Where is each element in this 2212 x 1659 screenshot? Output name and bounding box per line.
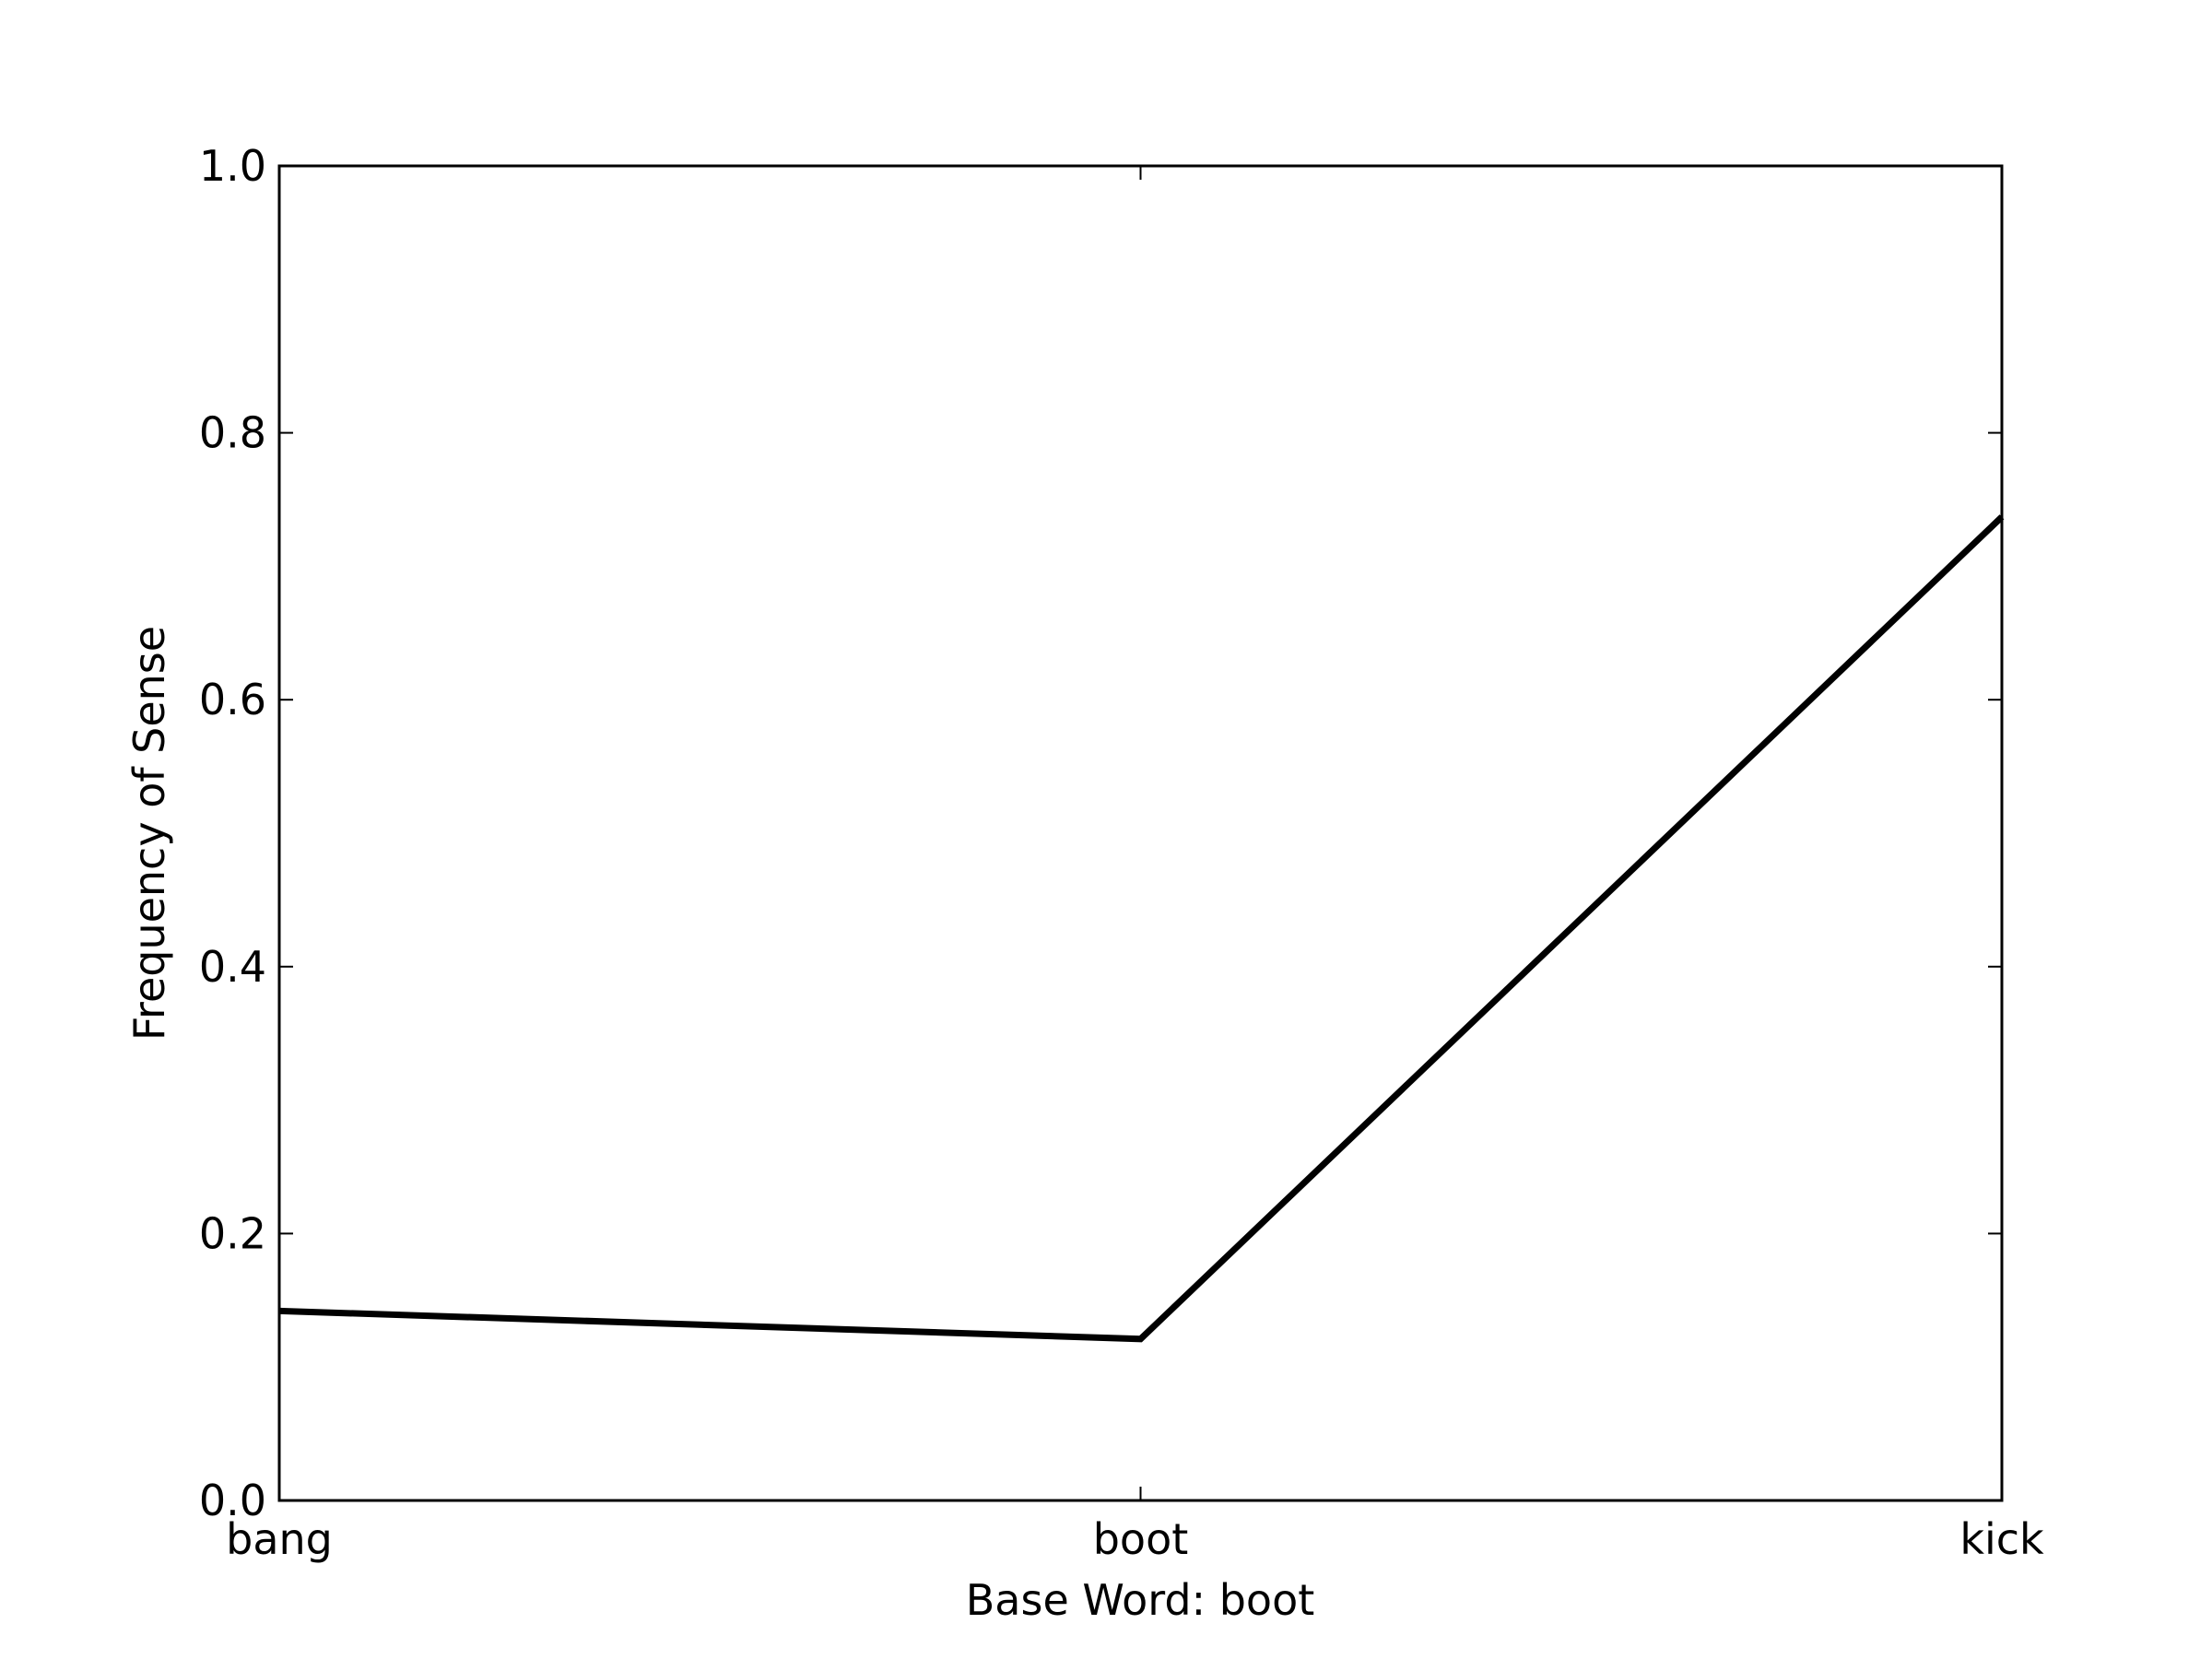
x-tick-labels: bang boot kick xyxy=(226,1514,2044,1564)
y-tick-label: 0.4 xyxy=(199,942,266,992)
x-tick-label: boot xyxy=(1093,1514,1189,1564)
y-axis-label: Frequency of Sense xyxy=(124,626,174,1041)
y-tick-label: 0.8 xyxy=(199,408,266,458)
x-tick-label: kick xyxy=(1959,1514,2044,1564)
y-tick-label: 0.2 xyxy=(199,1208,266,1258)
x-tick-label: bang xyxy=(226,1514,333,1564)
y-tick-label: 1.0 xyxy=(199,141,266,191)
y-tick-label: 0.0 xyxy=(199,1476,266,1525)
y-tick-labels: 0.0 0.2 0.4 0.6 0.8 1.0 xyxy=(199,141,266,1525)
series-layer xyxy=(278,514,2005,1343)
y-tick-label: 0.6 xyxy=(199,675,266,724)
series-line xyxy=(278,514,2005,1343)
plot-frame xyxy=(277,164,2004,1502)
x-axis-label: Base Word: boot xyxy=(966,1575,1315,1625)
